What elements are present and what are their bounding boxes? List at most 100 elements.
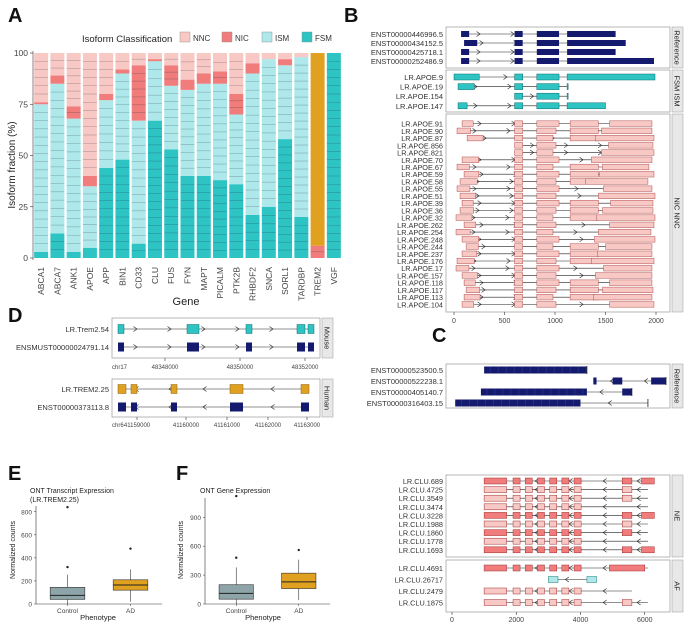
exon (512, 520, 521, 528)
bar-apoe-fsm (82, 247, 97, 258)
strand-arrow (133, 344, 138, 350)
exon (512, 564, 521, 572)
strand-arrow (471, 214, 476, 221)
chart-e-subtitle: (LR.TREM2.25) (30, 497, 79, 504)
exon (464, 40, 478, 46)
exon (483, 512, 507, 519)
exon (596, 214, 656, 221)
box-xtick-label: Control (226, 608, 248, 615)
chart-a-title: Isoform Classification (82, 34, 172, 45)
chart-a-xlabel: Gene (173, 296, 200, 308)
strand-arrow (607, 400, 612, 406)
exon (609, 279, 653, 286)
panel-b-nic-label: LR.APOE.856 (397, 141, 443, 150)
chart-a-ytick-label: 75 (19, 99, 29, 109)
exon (573, 587, 582, 595)
exon (456, 185, 471, 192)
panel-label-d: D (8, 305, 22, 327)
exon (595, 272, 653, 279)
panel-c-xtick-label: 2000 (508, 617, 524, 624)
panel-b-strip-fsm-ism (671, 69, 684, 113)
panel-d-strip-mouse-label: Mouse (323, 327, 332, 350)
exon (566, 73, 656, 81)
exon (461, 250, 478, 257)
bar-rhbdf2-fsm (245, 214, 260, 258)
exon (573, 537, 582, 545)
strand-arrow (506, 164, 511, 170)
exon (536, 120, 560, 127)
exon (603, 265, 653, 272)
exon (593, 377, 597, 385)
exon (186, 324, 200, 334)
chart-f-title: ONT Gene Expression (200, 488, 270, 495)
strand-arrow (529, 142, 535, 149)
exon (170, 384, 178, 394)
bar-apoe-nic (82, 176, 97, 187)
exon (549, 599, 557, 606)
exon (536, 163, 554, 171)
exon (461, 49, 470, 55)
box-ytick-label: 600 (21, 532, 32, 539)
exon (605, 243, 653, 250)
chart-a-xtick-label: FYN (183, 267, 193, 284)
exon (456, 163, 470, 171)
exon (483, 529, 507, 536)
exon (641, 477, 655, 485)
strand-arrow (636, 495, 641, 501)
exon (463, 221, 477, 228)
strand-arrow (481, 287, 486, 293)
exon (549, 512, 557, 519)
bar-abca7-nic (50, 75, 65, 84)
exon (536, 102, 560, 110)
chart-a-xtick-label: PICALM (215, 267, 225, 299)
exon (537, 520, 545, 528)
panel-b-fsm-frame (445, 69, 671, 113)
panel-c-ref-label: ENST00000405140.7 (371, 388, 443, 397)
panel-c-ne-label: LR.CLU.1693 (399, 546, 443, 555)
exon (537, 546, 545, 554)
box-outlier (129, 547, 132, 550)
strand-arrow (481, 243, 486, 250)
panel-b-nic-label: LR.APOE.821 (397, 149, 443, 158)
chart-a-ytick-label: 25 (19, 202, 29, 212)
panel-b-nic-label: LR.APOE.244 (397, 243, 443, 252)
exon (514, 301, 523, 308)
strand-arrow (563, 142, 569, 149)
exon (621, 512, 633, 519)
panel-d-mouse-label: LR.Trem2.54 (66, 325, 110, 334)
strand-arrow (167, 344, 172, 350)
legend-label-nnc: NNC (193, 34, 211, 43)
panel-d-mouse-frame (111, 317, 321, 359)
exon (586, 576, 597, 583)
chart-a-xtick-label: ABCA1 (36, 267, 46, 295)
exon (536, 294, 554, 301)
exon (549, 486, 557, 493)
strand-arrow (473, 103, 478, 109)
strand-arrow (636, 504, 641, 510)
exon (561, 503, 570, 511)
exon (651, 377, 666, 385)
exon (297, 342, 305, 352)
box-ytick-label: 400 (21, 555, 32, 562)
exon (457, 102, 468, 110)
bar-tardbp-nnc (294, 53, 309, 58)
exon (455, 229, 471, 236)
exon (514, 163, 523, 171)
exon (537, 587, 545, 595)
strand-arrow (133, 326, 138, 332)
exon (536, 73, 560, 81)
exon (536, 31, 560, 37)
exon (569, 163, 599, 171)
exon (514, 243, 523, 250)
exon (296, 324, 306, 334)
strand-arrow (482, 135, 487, 141)
panel-b-fsm-label: LR.APOE.147 (396, 102, 443, 111)
box-outlier (66, 505, 69, 509)
bar-rhbdf2-nnc (245, 53, 260, 64)
box-xtick-label: Control (57, 608, 79, 615)
panel-c-strip-reference (671, 363, 684, 409)
panel-b-nic-label: LR.APOE.117 (398, 286, 443, 295)
exon (308, 342, 314, 352)
exon (549, 494, 557, 502)
exon (514, 178, 523, 185)
